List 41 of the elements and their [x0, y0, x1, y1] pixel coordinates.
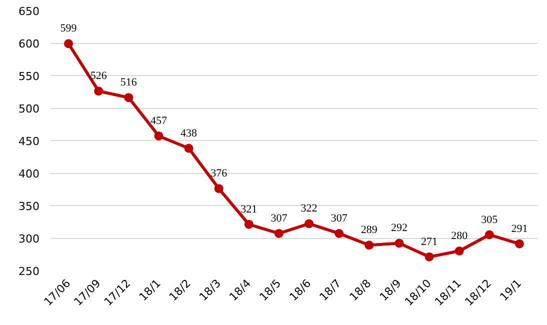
data-label: 292	[390, 222, 408, 234]
point	[484, 230, 494, 240]
data-label: 376	[210, 168, 228, 180]
data-label: 516	[120, 76, 138, 89]
point	[244, 220, 254, 229]
data-label: 438	[180, 127, 198, 140]
data-label: 599	[60, 22, 78, 35]
data-label: 307	[270, 212, 288, 224]
point	[334, 228, 344, 238]
data-label: 271	[421, 236, 438, 248]
point	[394, 238, 404, 248]
y-tick-label: 550	[18, 70, 40, 83]
y-tick-label: 250	[18, 265, 40, 278]
point	[184, 144, 194, 153]
data-label: 289	[360, 224, 378, 236]
y-tick-label: 350	[18, 200, 40, 213]
data-label: 526	[90, 70, 108, 82]
data-label: 307	[330, 212, 348, 224]
data-label: 321	[240, 203, 258, 216]
y-tick-label: 500	[18, 102, 40, 116]
data-label: 457	[150, 114, 168, 127]
data-label: 322	[300, 202, 318, 215]
point	[424, 252, 434, 262]
point	[64, 39, 74, 48]
y-tick-label: 400	[18, 168, 40, 180]
data-label: 291	[511, 222, 528, 235]
y-tick-label: 300	[18, 232, 40, 246]
point	[454, 246, 464, 256]
point	[364, 240, 374, 250]
data-label: 280	[451, 230, 468, 242]
y-tick-label: 600	[18, 38, 40, 50]
y-tick-label: 450	[18, 135, 40, 148]
y-tick-label: 650	[18, 5, 40, 18]
point	[154, 131, 164, 140]
data-label: 305	[481, 214, 498, 226]
point	[94, 86, 104, 96]
point	[124, 93, 134, 102]
point	[214, 184, 224, 194]
point	[304, 219, 314, 228]
point	[274, 228, 284, 238]
point	[514, 239, 524, 248]
